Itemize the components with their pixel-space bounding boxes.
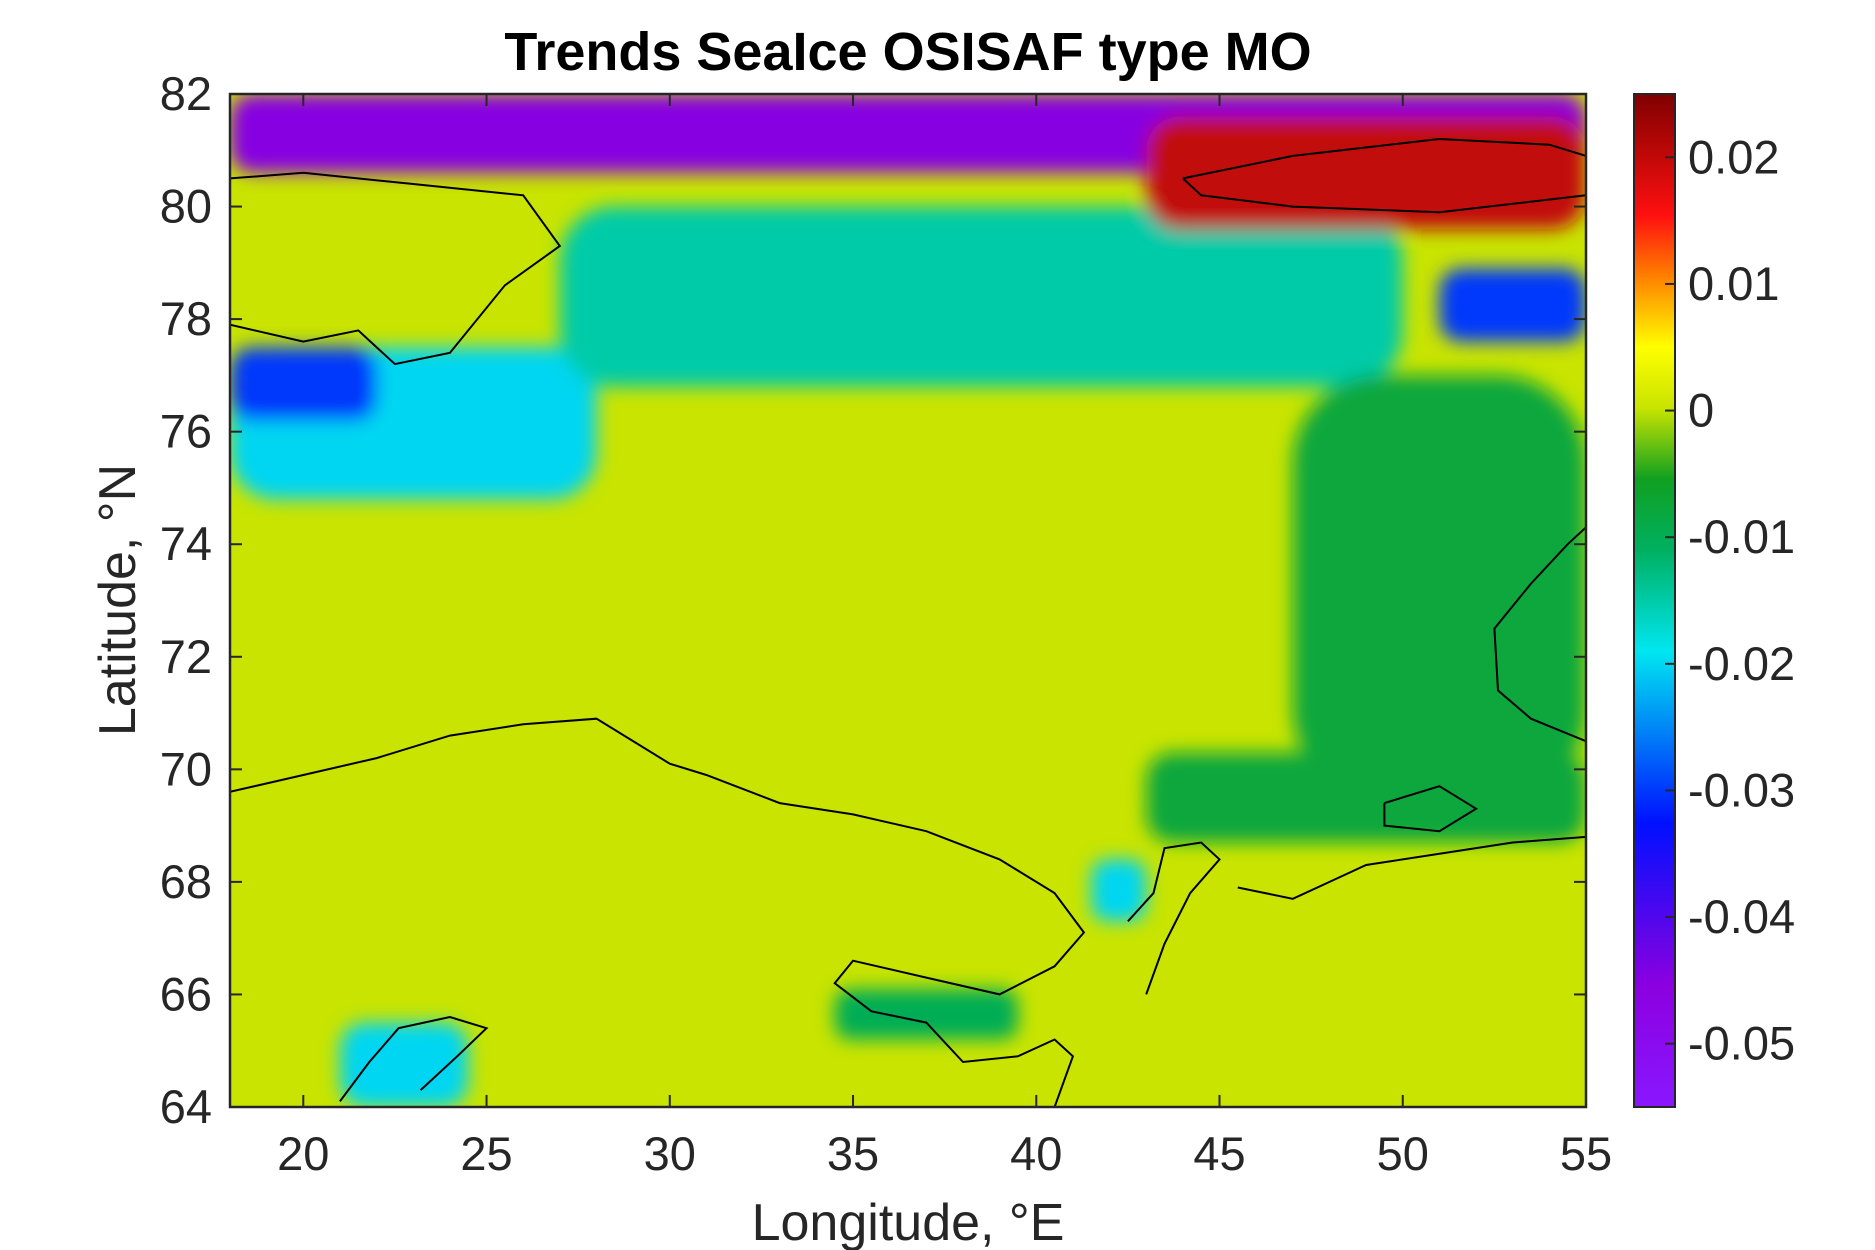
x-tick-label: 20 — [277, 1127, 329, 1180]
trend-region — [1091, 859, 1147, 922]
coastline — [1127, 841, 1221, 995]
plot-area — [230, 94, 1586, 1107]
trend-region — [1292, 375, 1586, 798]
x-tick-label: 50 — [1377, 1127, 1429, 1180]
y-tick-label: 80 — [160, 180, 212, 233]
coastlines — [230, 137, 1586, 1107]
x-tick-label: 25 — [460, 1127, 512, 1180]
y-tick-label: 68 — [160, 855, 212, 908]
y-tick-label: 64 — [160, 1080, 212, 1133]
y-tick-label: 66 — [160, 967, 212, 1020]
colorbar-tick-label: -0.01 — [1688, 510, 1795, 563]
x-tick-label: 40 — [1010, 1127, 1062, 1180]
colorbar-tick-label: 0 — [1688, 384, 1714, 437]
coastline — [1383, 785, 1479, 833]
trend-region — [1146, 752, 1586, 843]
y-tick-label: 76 — [160, 405, 212, 458]
coastline — [230, 171, 562, 366]
coastline — [1493, 526, 1586, 743]
colorbar-tick-label: -0.02 — [1688, 637, 1795, 690]
chart-title: Trends SeaIce OSISAF type MO — [504, 22, 1311, 82]
colorbar-tick-label: 0.02 — [1688, 130, 1779, 183]
plot-frame — [228, 92, 1588, 1109]
x-axis: 20 25 30 35 40 45 50 55 — [277, 94, 1612, 1180]
y-tick-label: 78 — [160, 292, 212, 345]
x-tick-label: 30 — [644, 1127, 696, 1180]
trend-region — [834, 988, 1018, 1040]
x-axis-label: Longitude, °E — [752, 1194, 1065, 1250]
coastline — [339, 1015, 489, 1102]
y-axis: 64 66 68 70 72 74 76 78 80 82 — [160, 67, 1586, 1133]
trend-region — [1439, 268, 1586, 342]
colorbar-tick-label: -0.04 — [1688, 890, 1795, 943]
colorbar-tick-label: -0.03 — [1688, 763, 1795, 816]
trend-regions — [230, 94, 1586, 1107]
colorbar: 0.02 0.01 0 -0.01 -0.02 -0.03 -0.04 -0.05 — [1633, 93, 1795, 1108]
colorbar-ticks: 0.02 0.01 0 -0.01 -0.02 -0.03 -0.04 -0.05 — [1665, 130, 1795, 1070]
trend-region — [339, 1022, 469, 1107]
coastline — [1182, 137, 1586, 214]
colorbar-gradient — [1633, 93, 1676, 1108]
trend-region — [559, 206, 1403, 387]
colorbar-tick-label: 0.01 — [1688, 257, 1779, 310]
y-axis-label: Latitude, °N — [89, 464, 147, 736]
x-tick-label: 55 — [1560, 1127, 1612, 1180]
y-tick-label: 70 — [160, 742, 212, 795]
coastline — [230, 717, 1086, 1107]
y-tick-label: 74 — [160, 517, 212, 570]
trend-region — [1146, 116, 1586, 230]
colorbar-tick-label: -0.05 — [1688, 1017, 1795, 1070]
trend-region — [230, 347, 377, 421]
x-tick-label: 35 — [827, 1127, 879, 1180]
coastline — [1237, 835, 1586, 900]
y-tick-label: 82 — [160, 67, 212, 120]
y-tick-label: 72 — [160, 630, 212, 683]
x-tick-label: 45 — [1193, 1127, 1245, 1180]
